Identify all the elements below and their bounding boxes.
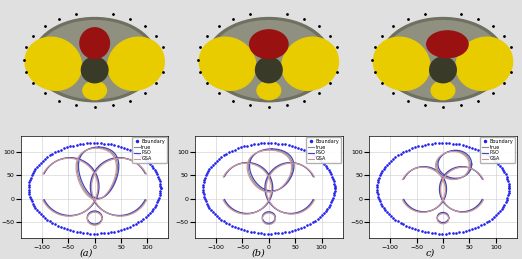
Legend: Boundary, true, PSO, GSA: Boundary, true, PSO, GSA <box>132 137 167 163</box>
Ellipse shape <box>108 37 164 90</box>
Ellipse shape <box>206 18 331 102</box>
Ellipse shape <box>257 81 281 100</box>
Ellipse shape <box>83 81 106 100</box>
Text: (b): (b) <box>252 249 265 258</box>
Ellipse shape <box>384 21 502 99</box>
Ellipse shape <box>430 57 456 83</box>
Ellipse shape <box>456 37 513 90</box>
Ellipse shape <box>431 81 455 100</box>
Ellipse shape <box>81 57 108 83</box>
Ellipse shape <box>32 18 158 102</box>
Ellipse shape <box>25 37 81 90</box>
Ellipse shape <box>35 21 153 99</box>
Legend: Boundary, true, PSO, GSA: Boundary, true, PSO, GSA <box>306 137 341 163</box>
Ellipse shape <box>80 28 110 59</box>
Ellipse shape <box>256 57 282 83</box>
Ellipse shape <box>380 18 506 102</box>
Legend: Boundary, true, PSO, GSA: Boundary, true, PSO, GSA <box>480 137 515 163</box>
Text: (a): (a) <box>79 249 93 258</box>
Text: c): c) <box>426 249 435 258</box>
Ellipse shape <box>373 37 430 90</box>
Ellipse shape <box>282 37 338 90</box>
Ellipse shape <box>199 37 256 90</box>
Ellipse shape <box>210 21 328 99</box>
Ellipse shape <box>250 30 288 59</box>
Ellipse shape <box>427 31 468 57</box>
